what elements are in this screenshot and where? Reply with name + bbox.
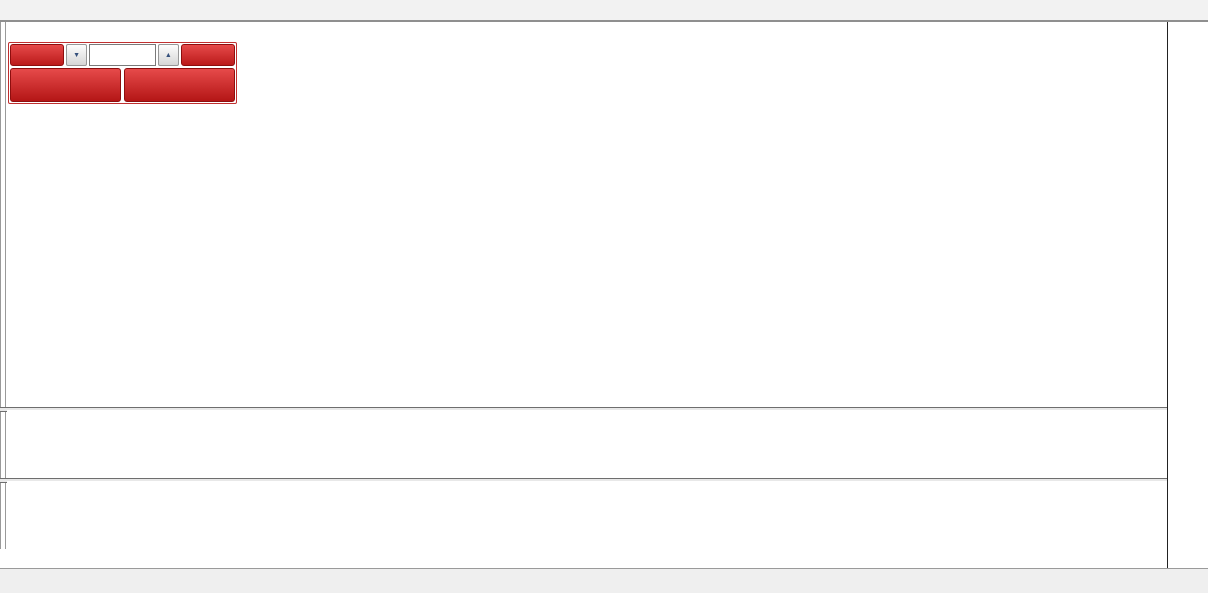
price-axis[interactable] <box>1167 22 1208 568</box>
volume-decrease-button[interactable]: ▼ <box>66 44 87 66</box>
buy-button[interactable] <box>180 44 235 66</box>
sell-price-display[interactable] <box>10 68 121 102</box>
buy-price-display[interactable] <box>124 68 235 102</box>
rsi-panel[interactable] <box>7 481 1167 549</box>
chevron-up-icon: ▲ <box>164 51 172 59</box>
one-click-trading-widget: ▼ ▲ <box>8 42 237 104</box>
chevron-down-icon: ▼ <box>73 51 81 59</box>
timeframe-toolbar <box>0 0 1208 21</box>
window-left-frame <box>0 22 6 568</box>
chart-title <box>11 26 15 38</box>
chart-tab-bar <box>0 569 1208 593</box>
volume-increase-button[interactable]: ▲ <box>158 44 179 66</box>
macd-panel[interactable] <box>7 410 1167 478</box>
time-axis[interactable] <box>0 549 1208 568</box>
volume-input[interactable] <box>89 44 156 66</box>
sell-button[interactable] <box>10 44 65 66</box>
